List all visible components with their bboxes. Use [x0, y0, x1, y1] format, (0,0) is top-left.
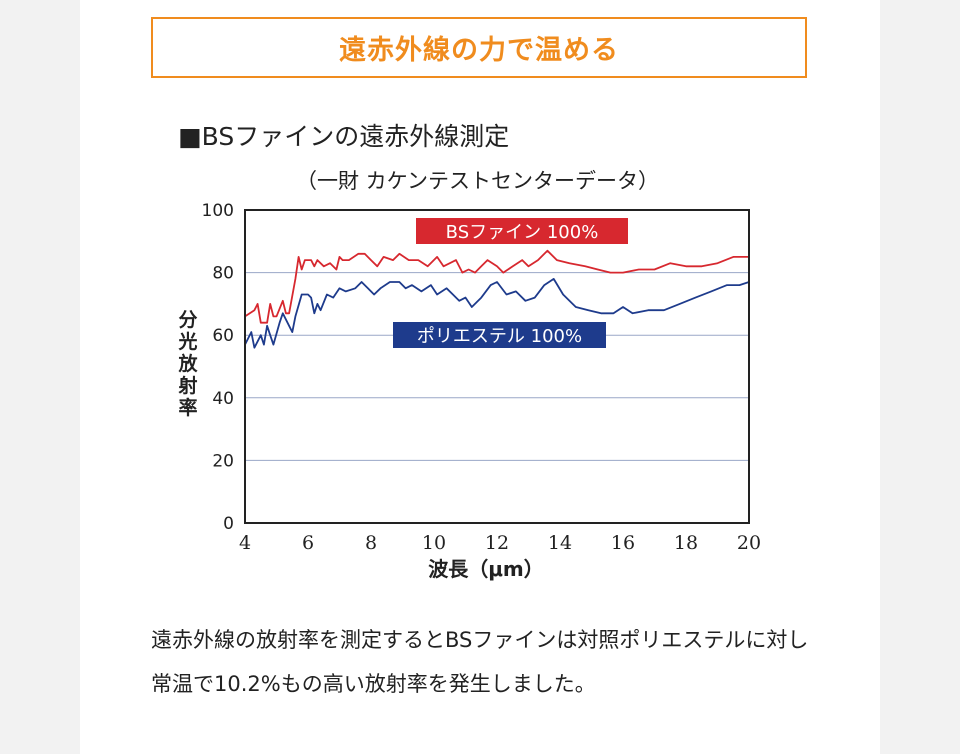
series-lines — [244, 249, 750, 349]
x-tick-label: 20 — [737, 532, 761, 554]
y-tick-label: 100 — [202, 201, 234, 221]
x-tick-label: 10 — [422, 532, 446, 554]
section-heading: ■BSファインの遠赤外線測定 — [178, 122, 510, 151]
x-tick-label: 8 — [365, 532, 377, 554]
body-text: 遠赤外線の放射率を測定するとBSファインは対照ポリエステルに対し常温で10.2%… — [151, 628, 809, 696]
legend-label: BSファイン 100% — [446, 222, 599, 243]
y-tick-label: 40 — [212, 389, 234, 409]
emissivity-chart: 0 20 40 60 80 100 4 6 8 10 12 14 16 18 20 BSファイン 100%… — [177, 201, 761, 581]
y-tick-label: 80 — [212, 264, 234, 284]
series-line — [244, 249, 749, 324]
series-line — [244, 277, 750, 349]
content-card — [80, 0, 880, 754]
y-tick-label: 0 — [223, 514, 234, 534]
x-tick-label: 14 — [548, 532, 572, 554]
x-tick-label: 6 — [302, 532, 314, 554]
grid-lines — [245, 272, 749, 461]
x-tick-labels: 4 6 8 10 12 14 16 18 20 — [239, 532, 761, 554]
source-note: （一財 カケンテストセンターデータ） — [296, 169, 660, 193]
legend-label-box — [416, 218, 628, 244]
x-tick-label: 16 — [611, 532, 635, 554]
y-tick-labels: 0 20 40 60 80 100 — [202, 201, 234, 534]
x-tick-label: 18 — [674, 532, 698, 554]
x-tick-label: 4 — [239, 532, 251, 554]
page-title: 遠赤外線の力で温める — [151, 17, 807, 78]
legend-label: ポリエステル 100% — [417, 326, 582, 347]
plot-frame — [244, 209, 750, 524]
y-tick-label: 60 — [212, 326, 234, 346]
y-axis-label: 分光放射率 — [177, 309, 198, 419]
x-tick-label: 12 — [485, 532, 509, 554]
legend-label-box — [393, 322, 606, 348]
y-tick-label: 20 — [212, 451, 234, 471]
x-axis-label: 波長（μm） — [428, 557, 544, 581]
legend: BSファイン 100% ポリエステル 100% — [393, 218, 628, 348]
